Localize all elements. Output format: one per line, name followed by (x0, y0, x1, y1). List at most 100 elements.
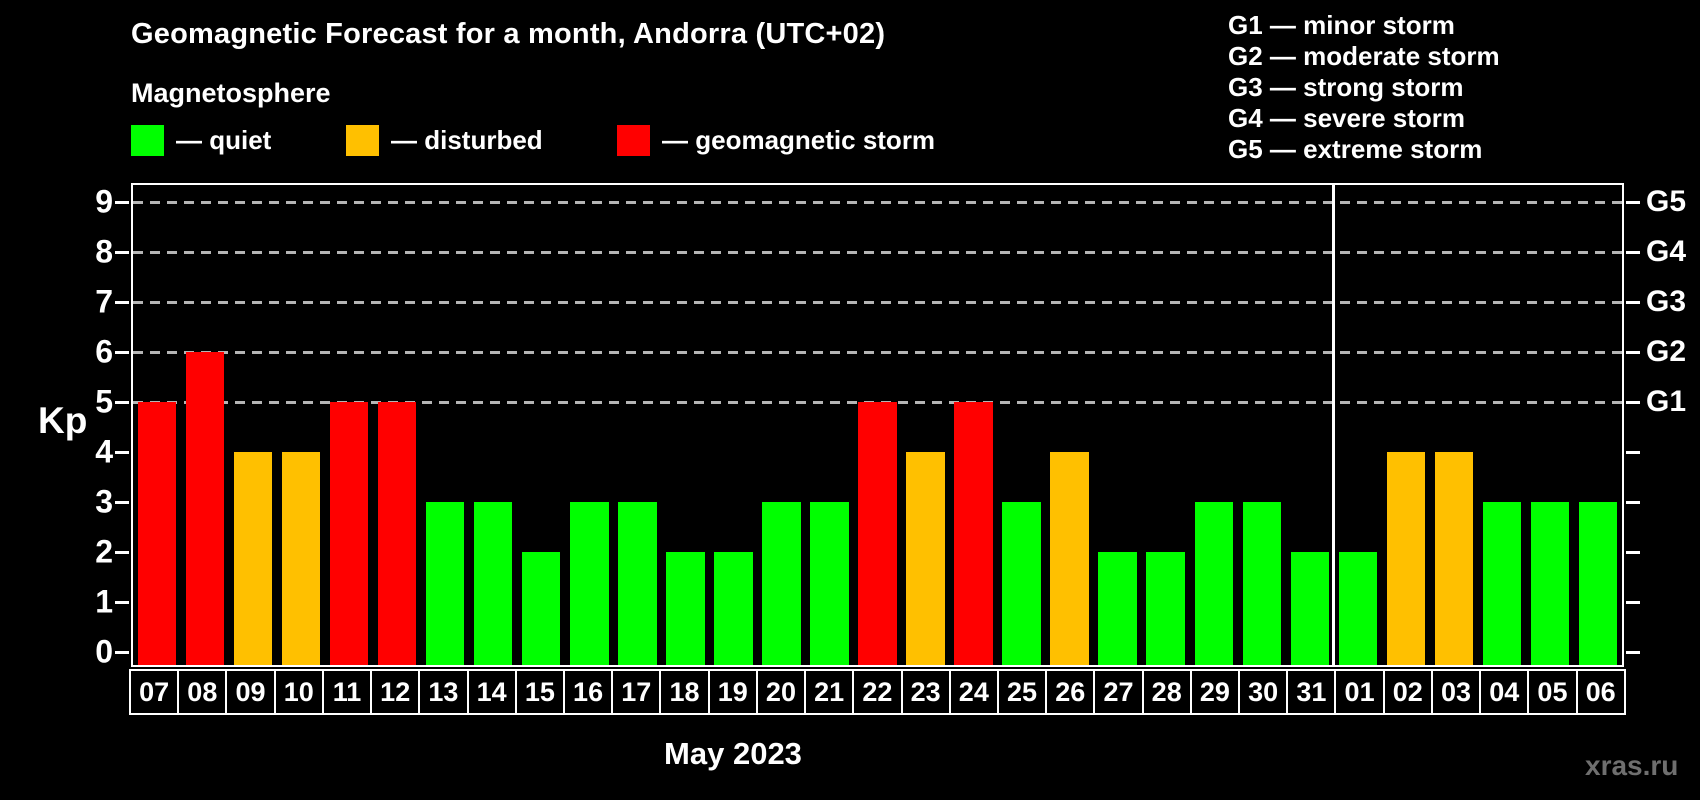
legend-label-disturbed: — disturbed (391, 124, 543, 155)
bar-day-29 (1194, 502, 1233, 665)
bar-day-08 (185, 352, 225, 665)
day-cell-11: 11 (321, 669, 373, 715)
bar-day-27 (1098, 552, 1137, 665)
bar-day-24 (954, 402, 993, 665)
g-level-label-G5: G5 (1646, 185, 1687, 218)
watermark: xras.ru (1585, 750, 1679, 781)
bar-day-07 (137, 402, 177, 665)
y-axis-tick-right (1626, 550, 1640, 554)
day-cell-27: 27 (1093, 669, 1144, 715)
y-axis-tick-right (1626, 500, 1640, 504)
magnetosphere-label: Magnetosphere (131, 78, 331, 108)
x-axis-day-labels: 07 08 09 10 11 12 13 14 15 16 17 18 19 20 21 22 23 24 25 26… (129, 669, 1626, 715)
day-cell-31: 31 (1286, 669, 1337, 715)
y-tick-label-5: 5 (95, 383, 113, 420)
g-level-label-G3: G3 (1646, 285, 1687, 318)
bar-day-09 (233, 452, 273, 665)
y-tick-label-9: 9 (95, 183, 113, 220)
gridline-kp7 (133, 301, 1622, 304)
day-cell-06: 06 (1575, 669, 1626, 715)
day-cell-28: 28 (1141, 669, 1192, 715)
g-legend-line: G1 — minor storm (1228, 10, 1455, 40)
y-axis-tick-left (115, 400, 129, 404)
y-axis-label: Kp (38, 400, 88, 441)
day-cell-12: 12 (370, 669, 421, 715)
day-cell-21: 21 (804, 669, 855, 715)
legend-item-quiet: — quiet (131, 123, 271, 157)
y-axis-tick-left (115, 550, 129, 554)
g-legend-line: G4 — severe storm (1228, 103, 1466, 133)
gridline-kp6 (133, 351, 1622, 354)
y-tick-label-6: 6 (95, 333, 113, 370)
day-cell-13: 13 (418, 669, 469, 715)
bar-day-14 (474, 502, 513, 665)
bar-day-22 (858, 402, 897, 665)
y-axis-tick-right (1626, 200, 1640, 204)
y-tick-label-1: 1 (95, 583, 113, 620)
day-cell-17: 17 (611, 669, 662, 715)
bar-day-11 (329, 402, 369, 665)
day-cell-23: 23 (900, 669, 951, 715)
g-level-label-G2: G2 (1646, 335, 1687, 368)
bar-day-31 (1290, 552, 1329, 665)
g-legend-line: G5 — extreme storm (1228, 134, 1483, 164)
y-tick-label-7: 7 (95, 283, 113, 320)
bar-day-01 (1338, 552, 1378, 665)
bar-day-10 (281, 452, 321, 665)
quiet-color-swatch (131, 124, 164, 156)
y-tick-label-8: 8 (95, 233, 113, 270)
y-axis-tick-right (1626, 300, 1640, 304)
day-cell-09: 09 (225, 669, 276, 715)
y-axis-tick-left (115, 450, 129, 454)
bar-day-15 (522, 552, 561, 665)
bar-day-18 (666, 552, 705, 665)
y-axis-tick-right (1626, 350, 1640, 354)
day-cell-01: 01 (1334, 669, 1385, 715)
gridline-kp9 (133, 201, 1622, 204)
day-cell-29: 29 (1189, 669, 1241, 715)
y-tick-label-4: 4 (95, 433, 113, 470)
y-axis-tick-left (115, 600, 129, 604)
g-legend-line: G3 — strong storm (1228, 72, 1464, 102)
day-cell-14: 14 (466, 669, 517, 715)
y-axis-tick-left (115, 500, 129, 504)
bar-day-20 (762, 502, 801, 665)
bar-day-26 (1050, 452, 1089, 665)
day-cell-25: 25 (996, 669, 1048, 715)
x-axis-caption: May 2023 (664, 736, 802, 771)
y-axis-tick-right (1626, 400, 1640, 404)
day-cell-07: 07 (129, 669, 180, 715)
plot-area (131, 183, 1624, 667)
bar-day-23 (906, 452, 945, 665)
y-tick-label-2: 2 (95, 533, 113, 570)
y-axis-tick-left (115, 250, 129, 254)
day-cell-05: 05 (1527, 669, 1578, 715)
y-axis-tick-right (1626, 250, 1640, 254)
day-cell-30: 30 (1238, 669, 1289, 715)
storm-color-swatch (617, 124, 650, 156)
day-cell-19: 19 (707, 669, 758, 715)
g-scale-legend: G1 — minor storm G2 — moderate storm G3 — … (1228, 10, 1500, 165)
bar-day-06 (1578, 502, 1618, 665)
day-cell-10: 10 (273, 669, 324, 715)
day-cell-15: 15 (514, 669, 565, 715)
y-axis-tick-left (115, 350, 129, 354)
y-axis-tick-right (1626, 600, 1640, 604)
bar-day-19 (714, 552, 753, 665)
bar-day-05 (1530, 502, 1570, 665)
g-level-label-G4: G4 (1646, 235, 1687, 268)
g-legend-line: G2 — moderate storm (1228, 41, 1500, 71)
bar-day-13 (425, 502, 465, 665)
y-axis-tick-left (115, 300, 129, 304)
bar-day-03 (1434, 452, 1474, 665)
bar-day-28 (1146, 552, 1185, 665)
day-cell-08: 08 (177, 669, 228, 715)
legend-item-disturbed: — disturbed (346, 123, 543, 157)
day-cell-03: 03 (1430, 669, 1482, 715)
day-cell-18: 18 (659, 669, 710, 715)
bar-day-04 (1482, 502, 1522, 665)
legend-label-quiet: — quiet (176, 124, 272, 155)
y-tick-label-3: 3 (95, 483, 113, 520)
legend-item-storm: — geomagnetic storm (617, 123, 935, 157)
